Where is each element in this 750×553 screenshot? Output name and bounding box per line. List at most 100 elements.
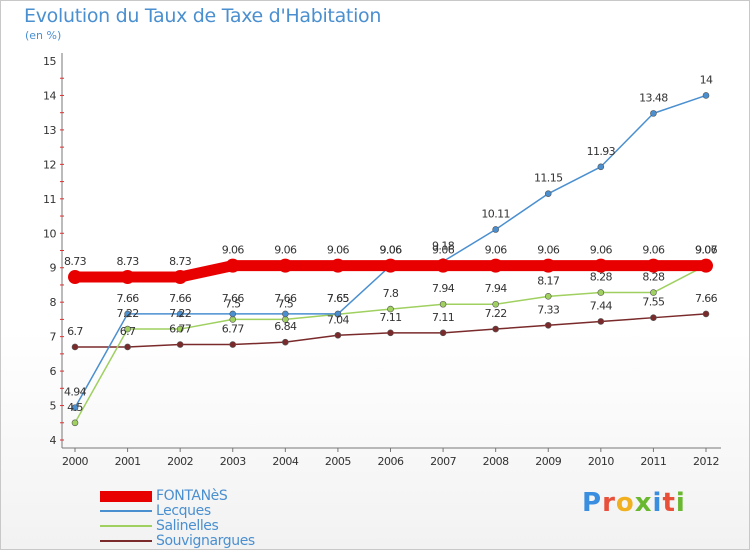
data-label: 9.07 xyxy=(695,243,718,256)
data-point xyxy=(436,258,451,273)
data-point xyxy=(282,338,289,346)
data-point xyxy=(593,258,608,273)
legend-label: Salinelles xyxy=(156,518,219,534)
data-point xyxy=(597,289,605,296)
x-tick-label: 2012 xyxy=(693,455,719,468)
data-label: 7.22 xyxy=(117,307,139,320)
data-labels: 8.73 8.73 8.73 9.06 9.06 9.06 9.06 9.06 9.06 9.06… xyxy=(64,73,718,413)
x-tick-label: 2004 xyxy=(272,455,298,468)
data-point xyxy=(330,258,345,273)
data-point xyxy=(488,258,503,273)
data-label: 4.94 xyxy=(64,386,87,399)
data-point xyxy=(334,310,342,318)
data-label: 8.28 xyxy=(590,271,613,284)
legend-label: FONTANèS xyxy=(156,488,228,504)
data-label: 9.06 xyxy=(432,244,455,257)
logo-letter: x xyxy=(634,488,653,518)
data-label: 14 xyxy=(700,73,713,86)
series-souvignargues xyxy=(71,310,710,351)
data-point xyxy=(176,310,184,318)
data-label: 9.06 xyxy=(222,244,245,257)
data-point xyxy=(702,92,710,99)
data-point xyxy=(650,289,657,296)
data-point xyxy=(176,341,184,348)
data-label: 11.15 xyxy=(534,172,563,185)
data-point xyxy=(702,310,710,318)
data-label: 10.11 xyxy=(481,207,510,220)
series-fontanès xyxy=(68,258,713,285)
data-label: 6.77 xyxy=(222,323,245,336)
data-label: 7.65 xyxy=(327,292,350,305)
data-point xyxy=(68,270,82,285)
y-tick-label: 7 xyxy=(50,331,57,344)
data-label: 9.06 xyxy=(642,244,665,257)
data-label: 6.84 xyxy=(274,320,297,333)
data-label: 7.66 xyxy=(274,292,297,305)
x-tick-label: 2011 xyxy=(640,455,666,468)
data-label: 8.28 xyxy=(642,271,665,284)
data-point xyxy=(544,293,552,300)
data-point xyxy=(71,404,79,411)
data-point xyxy=(650,314,657,321)
data-point xyxy=(229,316,237,323)
x-tick-label: 2010 xyxy=(588,455,614,468)
legend-swatch xyxy=(100,510,152,512)
x-tick-label: 2005 xyxy=(325,455,351,468)
data-point xyxy=(699,258,713,273)
data-label: 7.55 xyxy=(642,296,665,309)
data-label: 7.94 xyxy=(485,282,508,295)
logo-letter: P xyxy=(582,488,603,518)
legend-swatch xyxy=(100,490,152,502)
data-point xyxy=(492,300,499,308)
y-tick-label: 9 xyxy=(50,262,57,275)
series-lines xyxy=(68,92,713,427)
data-label: 7.22 xyxy=(485,307,507,320)
data-point xyxy=(492,325,499,333)
data-point xyxy=(541,258,556,273)
x-tick-label: 2000 xyxy=(62,455,88,468)
data-label: 9.18 xyxy=(432,240,455,253)
data-point xyxy=(387,305,394,313)
data-point xyxy=(439,300,447,308)
data-label: 7.5 xyxy=(225,297,241,310)
data-point xyxy=(176,325,184,333)
y-tick-label: 4 xyxy=(50,434,57,447)
data-point xyxy=(334,331,342,339)
data-point xyxy=(650,110,657,117)
y-tick-label: 14 xyxy=(43,89,56,102)
data-point xyxy=(646,258,661,273)
data-point xyxy=(229,310,237,318)
data-label: 6.7 xyxy=(120,325,136,338)
data-label: 9.06 xyxy=(274,244,297,257)
data-point xyxy=(597,318,605,325)
data-label: 7.66 xyxy=(117,292,140,305)
y-tick-label: 6 xyxy=(50,365,57,378)
y-tick-label: 12 xyxy=(43,158,56,171)
x-tick-label: 2003 xyxy=(220,455,246,468)
data-label: 11.93 xyxy=(587,145,616,158)
data-label: 7.44 xyxy=(590,299,613,312)
data-label: 9.06 xyxy=(485,244,508,257)
data-label: 8.73 xyxy=(169,255,192,268)
chart-title: Evolution du Taux de Taxe d'Habitation xyxy=(24,5,382,27)
x-tick-label: 2007 xyxy=(430,455,456,468)
data-point xyxy=(71,343,79,351)
data-point xyxy=(383,258,398,273)
data-label: 8.73 xyxy=(64,255,87,268)
data-label: 7.8 xyxy=(383,287,399,300)
data-point xyxy=(387,329,394,337)
data-label: 7.22 xyxy=(169,307,191,320)
data-label: 9.06 xyxy=(327,244,350,257)
data-label: 9.06 xyxy=(590,244,613,257)
data-label: 7.66 xyxy=(695,292,718,305)
data-label: 7.94 xyxy=(432,282,455,295)
data-point xyxy=(124,325,131,333)
legend-swatch xyxy=(100,525,152,527)
data-label: 6.7 xyxy=(67,325,83,338)
data-label: 7.5 xyxy=(277,297,293,310)
data-point xyxy=(124,310,131,318)
x-tick-label: 2006 xyxy=(378,455,404,468)
legend-label: Lecques xyxy=(156,503,211,519)
y-tick-label: 8 xyxy=(50,296,57,309)
